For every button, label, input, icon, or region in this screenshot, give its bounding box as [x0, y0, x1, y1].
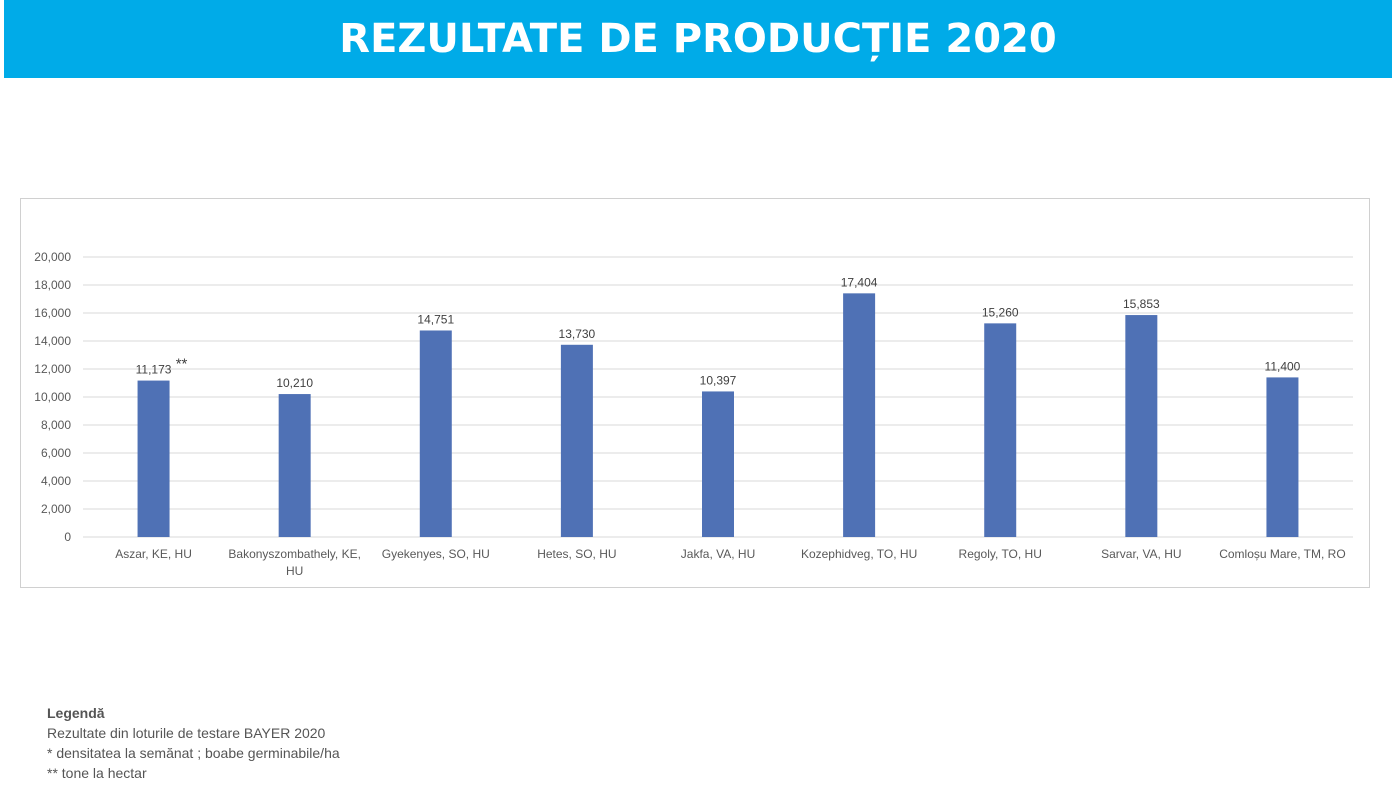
x-tick-label: Jakfa, VA, HU [681, 547, 755, 561]
x-tick-label: Comloșu Mare, TM, RO [1219, 547, 1345, 561]
bar [278, 394, 311, 537]
y-tick-label: 12,000 [34, 362, 71, 376]
y-tick-label: 10,000 [34, 390, 71, 404]
x-tick-label: Gyekenyes, SO, HU [382, 547, 490, 561]
legend-title: Legendă [47, 705, 105, 721]
bar [137, 380, 170, 537]
y-tick-label: 0 [64, 530, 71, 544]
y-tick-label: 14,000 [34, 334, 71, 348]
legend: Legendă Rezultate din loturile de testar… [47, 703, 340, 783]
bar-chart: 0 2,000 4,000 6,000 8,000 10,000 12,000 14,000 1… [34, 250, 1353, 578]
y-tick-label: 6,000 [41, 446, 71, 460]
y-tick-label: 4,000 [41, 474, 71, 488]
data-label: 13,730 [559, 327, 596, 341]
x-tick-label: Kozephidveg, TO, HU [801, 547, 917, 561]
data-label: 17,404 [841, 275, 878, 289]
legend-line: * densitatea la semănat ; boabe germinab… [47, 745, 340, 761]
x-tick-label: Aszar, KE, HU [115, 547, 192, 561]
data-label: 10,397 [700, 373, 737, 387]
x-tick-label: Hetes, SO, HU [537, 547, 616, 561]
legend-line: ** tone la hectar [47, 765, 147, 781]
data-label: 15,853 [1123, 297, 1160, 311]
x-tick-label: Bakonyszombathely, KE, HU [228, 547, 361, 578]
bar [419, 330, 452, 537]
legend-line: Rezultate din loturile de testare BAYER … [47, 725, 326, 741]
data-label: 11,173 [136, 363, 172, 377]
page-title: REZULTATE DE PRODUCȚIE 2020 [339, 16, 1057, 62]
bar [560, 344, 593, 537]
bar [702, 391, 734, 537]
y-tick-label: 18,000 [34, 278, 71, 292]
bar [1125, 315, 1158, 537]
x-tick-label: Regoly, TO, HU [959, 547, 1042, 561]
x-tick-label: Sarvar, VA, HU [1101, 547, 1181, 561]
data-label: 15,260 [982, 305, 1019, 319]
y-tick-label: 8,000 [41, 418, 71, 432]
y-tick-label: 2,000 [41, 502, 71, 516]
bar [1266, 377, 1299, 537]
data-label: 11,400 [1265, 359, 1301, 373]
bar [843, 293, 876, 537]
chart-frame: 0 2,000 4,000 6,000 8,000 10,000 12,000 14,000 1… [20, 198, 1370, 588]
bar [984, 323, 1017, 537]
y-tick-label: 16,000 [34, 306, 71, 320]
y-tick-label: 20,000 [34, 250, 71, 264]
data-label: 10,210 [276, 376, 313, 390]
title-banner: REZULTATE DE PRODUCȚIE 2020 [4, 0, 1392, 78]
annotation: ** [176, 356, 188, 373]
data-label: 14,751 [417, 312, 454, 326]
